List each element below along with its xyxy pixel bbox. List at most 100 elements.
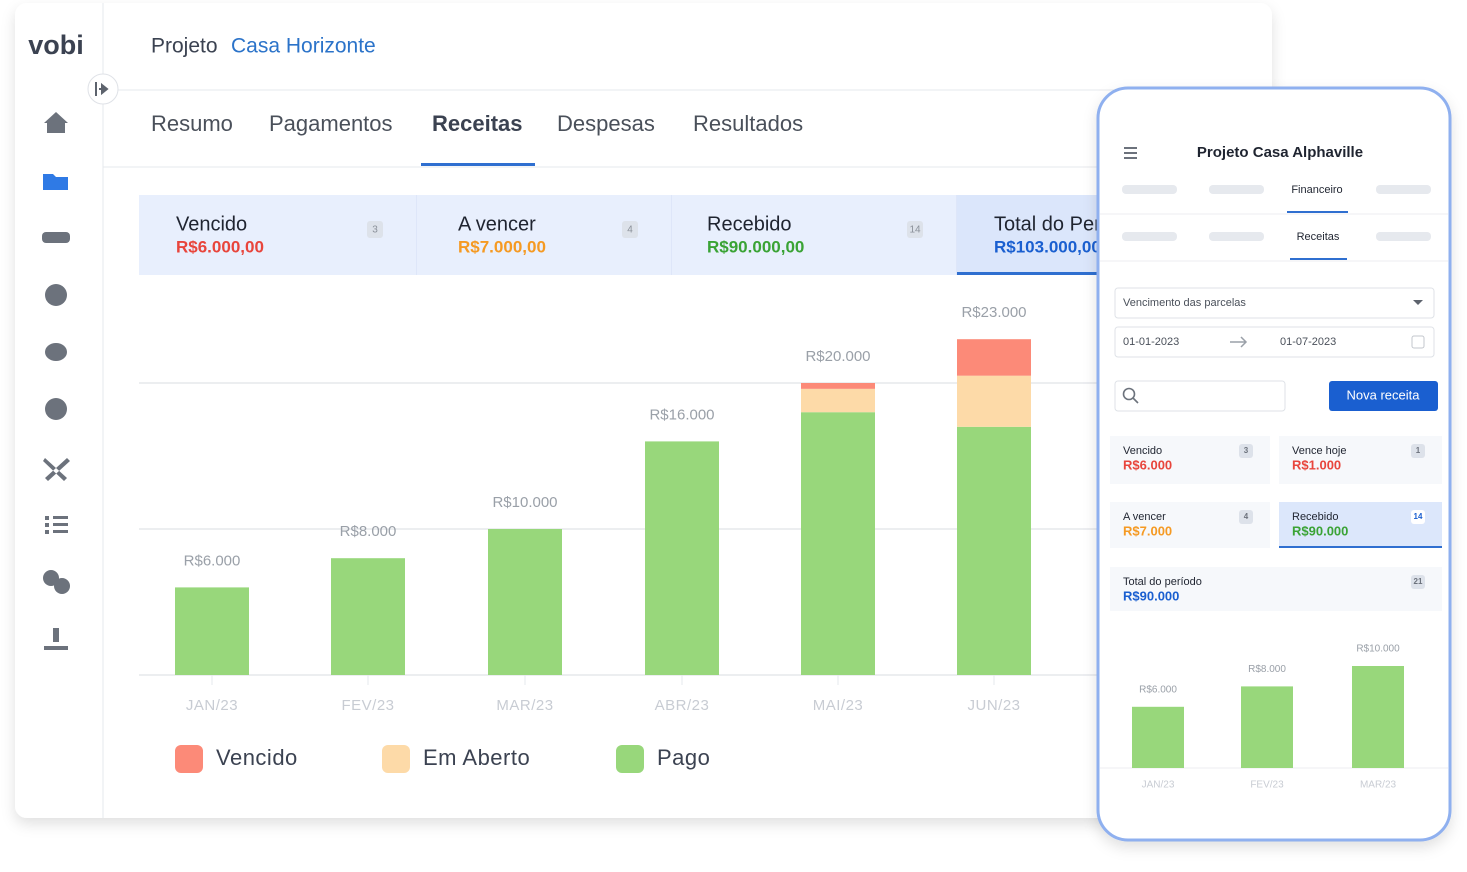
bar-segment [175, 587, 249, 675]
date-from: 01-01-2023 [1123, 336, 1179, 348]
phone-card-count: 1 [1416, 446, 1421, 455]
icon-folder[interactable] [43, 174, 68, 190]
filter-select[interactable] [1114, 287, 1435, 319]
phone-card-value: R$1.000 [1292, 457, 1341, 472]
card-count: 3 [372, 225, 378, 236]
card-value: R$7.000,00 [458, 237, 546, 256]
phone-card[interactable] [1110, 567, 1442, 611]
placeholder [1209, 185, 1264, 194]
date-to: 01-07-2023 [1280, 336, 1336, 348]
phone-subtab-underline [1290, 258, 1347, 260]
date-range[interactable] [1114, 326, 1435, 358]
placeholder [1122, 185, 1177, 194]
placeholder [1376, 232, 1431, 241]
icon-gauge[interactable] [45, 284, 67, 306]
tab[interactable]: Despesas [557, 111, 655, 136]
phone-card-label: Total do período [1123, 576, 1202, 588]
phone-card-badge [1411, 510, 1425, 524]
phone-tab[interactable]: Financeiro [1291, 184, 1342, 196]
phone-card-count: 4 [1244, 512, 1249, 521]
x-tick-label: JAN/23 [186, 697, 238, 714]
phone-card-label: Vencido [1123, 445, 1162, 457]
menu-icon[interactable] [1124, 147, 1137, 159]
phone-card-value: R$90.000 [1292, 523, 1348, 538]
icon-chat-2[interactable] [54, 578, 70, 594]
card-count-badge [907, 221, 923, 238]
x-tick-label: MAR/23 [1360, 780, 1397, 791]
phone-card-active-border [1279, 546, 1442, 548]
icon-tools[interactable] [43, 458, 70, 481]
new-button[interactable] [1329, 381, 1438, 411]
tab[interactable]: Resultados [693, 111, 803, 136]
phone-card-label: Vence hoje [1292, 445, 1346, 457]
legend: Vencido Em Aberto Pago [175, 745, 710, 773]
card-active-border [957, 272, 1160, 275]
filter-label: Vencimento das parcelas [1123, 297, 1246, 309]
placeholder [1376, 185, 1431, 194]
card-value: R$103.000,00 [994, 237, 1101, 256]
x-tick-label: JAN/23 [1142, 780, 1175, 791]
legend-swatch [382, 745, 410, 773]
legend-swatch [175, 745, 203, 773]
bar-value-label: R$6.000 [1139, 684, 1177, 695]
icon-list[interactable] [45, 516, 68, 534]
card-label: A vencer [458, 213, 536, 235]
header-prefix: Projeto [151, 35, 218, 58]
summary-cards: Vencido R$6.000,00 3 A vencer R$7.000,00 4 Rec… [139, 195, 1160, 275]
x-tick-label: ABR/23 [655, 697, 710, 714]
card-count: 4 [627, 225, 633, 236]
bar-total-label: R$10.000 [492, 494, 557, 511]
tab[interactable]: Receitas [432, 111, 523, 136]
phone-card[interactable] [1279, 502, 1442, 548]
bar-segment [957, 339, 1031, 376]
bar [1241, 686, 1293, 768]
bar-segment [957, 426, 1031, 675]
icon-payment[interactable] [44, 628, 68, 650]
bar-value-label: R$8.000 [1248, 664, 1286, 675]
phone-title: Projeto Casa Alphaville [1197, 144, 1363, 161]
icon-home[interactable] [44, 112, 68, 133]
bar-segment [801, 383, 875, 389]
bar-segment [957, 375, 1031, 427]
phone-card-value: R$7.000 [1123, 523, 1172, 538]
bar-segment [801, 412, 875, 675]
phone-card-value: R$6.000 [1123, 457, 1172, 472]
bar-value-label: R$10.000 [1356, 644, 1400, 655]
calendar-icon [1411, 335, 1425, 349]
logo: vobi [28, 30, 84, 60]
phone-card-badge [1411, 575, 1425, 589]
bar-total-label: R$6.000 [184, 552, 241, 569]
bar-total-label: R$23.000 [961, 304, 1026, 321]
phone-card[interactable] [1110, 502, 1270, 548]
search-box[interactable] [1114, 380, 1286, 412]
bar-segment [645, 441, 719, 675]
bar-segment [488, 529, 562, 675]
sidebar-icons [42, 112, 70, 650]
x-tick-label: JUN/23 [967, 697, 1020, 714]
x-tick-label: MAR/23 [496, 697, 553, 714]
card-count-badge [367, 221, 383, 238]
phone-card-badge [1239, 444, 1253, 458]
bar-segment [331, 558, 405, 675]
phone-card-label: A vencer [1123, 511, 1166, 523]
card-value: R$90.000,00 [707, 237, 804, 256]
card-label: Recebido [707, 213, 792, 235]
bar-total-label: R$20.000 [805, 348, 870, 365]
icon-dollar[interactable] [45, 398, 67, 420]
search-icon [1122, 387, 1136, 401]
legend-swatch [616, 745, 644, 773]
icon-handshake[interactable] [42, 232, 70, 243]
phone-tab-underline [1287, 211, 1348, 213]
icon-chat[interactable] [43, 570, 59, 586]
tab[interactable]: Resumo [151, 111, 233, 136]
icon-coins[interactable] [45, 343, 67, 361]
phone [1096, 86, 1452, 842]
tab[interactable]: Pagamentos [269, 111, 393, 136]
dropdown-icon [1413, 300, 1423, 305]
new-button-label: Nova receita [1347, 387, 1421, 402]
phone-card-count: 21 [1414, 577, 1423, 586]
placeholder [1209, 232, 1264, 241]
active-tab-underline [421, 163, 535, 166]
phone-subtab[interactable]: Receitas [1297, 231, 1340, 243]
placeholder [1122, 232, 1177, 241]
